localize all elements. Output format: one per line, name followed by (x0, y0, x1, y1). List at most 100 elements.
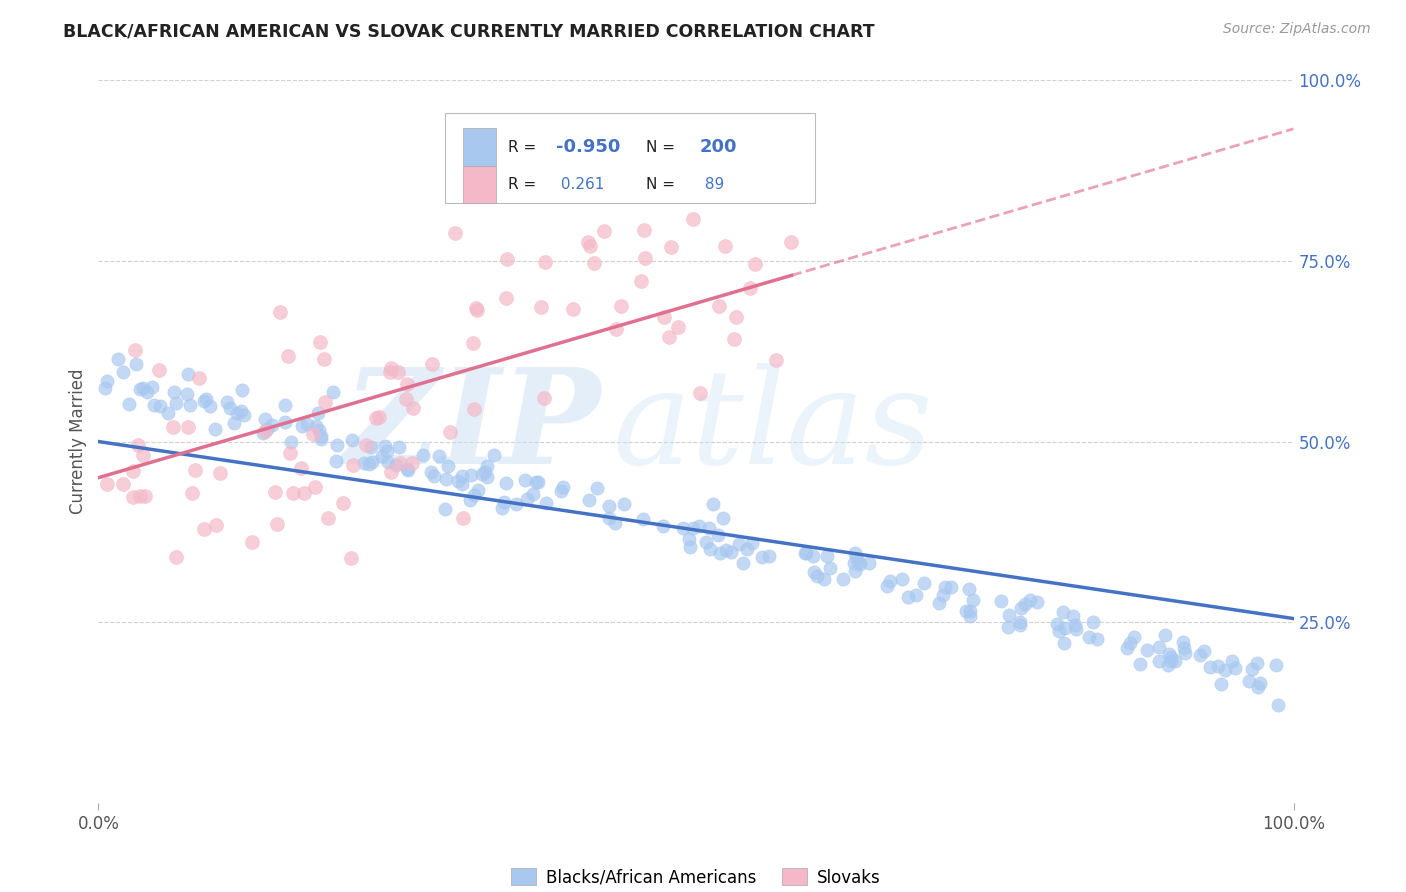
Point (1116, 640, 1139, 655)
Point (679, 540, 702, 554)
Point (858, 556, 880, 570)
Point (359, 458, 381, 472)
Point (124, 343, 146, 358)
Point (1147, 640, 1170, 655)
Point (707, 528, 730, 542)
Point (1147, 654, 1170, 668)
Point (1246, 656, 1268, 670)
Point (959, 609, 981, 624)
Point (1241, 662, 1264, 676)
Point (451, 476, 474, 491)
Point (1222, 654, 1244, 668)
Point (1119, 636, 1142, 650)
Point (1265, 658, 1288, 673)
Text: R =: R = (509, 140, 541, 154)
Point (274, 398, 297, 412)
Point (912, 576, 935, 591)
FancyBboxPatch shape (463, 128, 496, 166)
Legend: Blacks/African Americans, Slovaks: Blacks/African Americans, Slovaks (505, 862, 887, 892)
Point (633, 223, 655, 237)
Point (131, 381, 153, 395)
Point (325, 454, 347, 468)
Point (219, 401, 242, 416)
Point (141, 380, 163, 394)
Point (148, 363, 170, 377)
Point (1010, 600, 1032, 615)
Point (1246, 680, 1268, 694)
Point (231, 384, 253, 398)
Point (848, 555, 870, 569)
Point (959, 604, 981, 618)
Point (177, 420, 200, 434)
Point (163, 384, 186, 399)
Point (304, 479, 326, 493)
Point (1192, 643, 1215, 657)
Point (96, 477, 118, 491)
Point (695, 534, 717, 549)
Point (305, 418, 328, 433)
Point (302, 427, 325, 442)
Text: N =: N = (645, 177, 679, 192)
Point (269, 305, 291, 319)
Point (530, 300, 553, 314)
Point (395, 462, 418, 476)
Point (204, 422, 226, 436)
Point (842, 556, 865, 570)
Point (897, 591, 920, 605)
Point (1083, 615, 1105, 630)
Point (311, 428, 333, 442)
Point (751, 549, 773, 564)
Point (586, 481, 609, 495)
Point (482, 448, 505, 462)
Point (112, 477, 135, 491)
Point (436, 458, 458, 473)
Point (240, 534, 263, 549)
Point (1267, 698, 1289, 712)
Point (849, 558, 872, 572)
Point (447, 474, 470, 488)
Point (633, 251, 655, 265)
Point (1046, 617, 1069, 632)
Point (111, 365, 134, 379)
Point (385, 458, 408, 472)
Point (131, 448, 153, 462)
Text: ZIP: ZIP (343, 362, 600, 491)
Point (254, 411, 277, 425)
Point (1019, 593, 1042, 607)
Point (165, 396, 187, 410)
Point (666, 319, 689, 334)
Point (524, 475, 547, 489)
Point (367, 409, 389, 424)
Point (1085, 632, 1108, 647)
Point (195, 392, 218, 407)
Point (1189, 648, 1212, 663)
Point (578, 493, 600, 508)
Point (231, 403, 253, 417)
Point (187, 371, 209, 385)
Point (495, 476, 517, 491)
Point (1237, 674, 1260, 689)
Point (471, 467, 494, 482)
Point (962, 593, 984, 607)
Point (128, 489, 150, 503)
Point (193, 393, 215, 408)
Point (492, 495, 515, 509)
Point (377, 454, 399, 468)
Point (844, 546, 866, 560)
FancyBboxPatch shape (446, 112, 815, 203)
Point (222, 417, 245, 431)
Point (659, 240, 682, 254)
Point (467, 302, 489, 317)
Point (928, 596, 950, 610)
Point (395, 392, 418, 406)
Text: BLACK/AFRICAN AMERICAN VS SLOVAK CURRENTLY MARRIED CORRELATION CHART: BLACK/AFRICAN AMERICAN VS SLOVAK CURRENT… (63, 22, 875, 40)
Point (1154, 628, 1177, 642)
Point (162, 420, 184, 434)
Y-axis label: Currently Married: Currently Married (69, 368, 87, 515)
Point (118, 397, 141, 411)
Point (353, 457, 375, 471)
Point (741, 535, 763, 549)
Point (1157, 658, 1180, 673)
Point (134, 489, 156, 503)
Point (1136, 643, 1159, 657)
